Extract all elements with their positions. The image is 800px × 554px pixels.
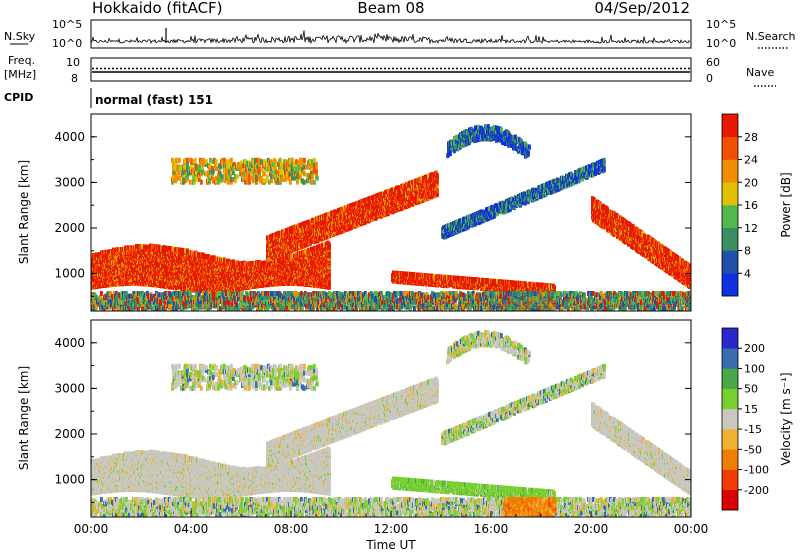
power-cell: [191, 250, 194, 256]
freq-left-lo: 8: [71, 72, 78, 85]
power-cell: [244, 261, 247, 267]
nsearch-label: N.Search: [746, 30, 796, 43]
power-cell: [197, 252, 200, 258]
nsky-left-hi: 10^5: [52, 18, 82, 31]
date-title: 04/Sep/2012: [594, 0, 690, 17]
nsky-right-hi: 10^5: [706, 18, 736, 31]
beam-title: Beam 08: [357, 0, 424, 17]
nsky-label: N.Sky: [4, 30, 36, 43]
power-cell: [223, 257, 226, 263]
freq-strip: Freq. [MHz] 10 8 60 0 Nave: [4, 54, 776, 87]
nsky-strip: N.Sky 10^5 10^0 10^5 10^0 N.Search: [4, 18, 796, 50]
freq-label-1: Freq.: [8, 54, 35, 67]
nsky-series: [90, 28, 691, 45]
radar-title: Hokkaido (fitACF): [92, 0, 223, 17]
nsky-left-lo: 10^0: [52, 37, 82, 50]
cpid-value: normal (fast) 151: [95, 93, 213, 107]
nsky-trace: [90, 30, 691, 45]
cpid-strip: CPID normal (fast) 151: [4, 88, 213, 108]
freq-left-hi: 10: [66, 56, 80, 69]
nave-right-lo: 0: [706, 72, 713, 85]
power-data: [91, 124, 691, 311]
freq-label-2: [MHz]: [4, 68, 36, 81]
nave-right-hi: 60: [706, 56, 720, 69]
cpid-label: CPID: [4, 91, 33, 104]
nsky-right-lo: 10^0: [706, 37, 736, 50]
nave-label: Nave: [746, 66, 774, 79]
